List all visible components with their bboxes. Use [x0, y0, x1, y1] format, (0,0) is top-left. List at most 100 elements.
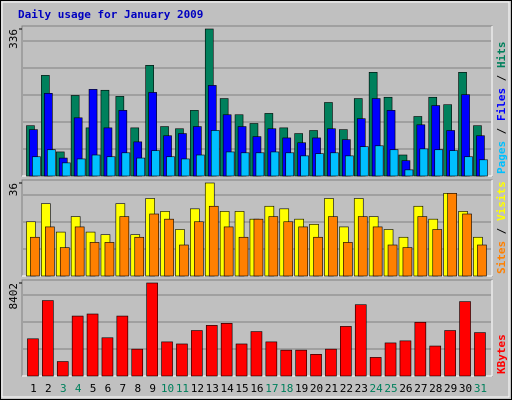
- bar: [86, 313, 99, 377]
- bar: [32, 156, 41, 177]
- bar: [404, 169, 414, 177]
- bar: [136, 157, 146, 177]
- bar: [354, 304, 367, 377]
- bar: [429, 345, 442, 377]
- legend-entry: Sites: [495, 241, 508, 274]
- bar: [389, 149, 399, 177]
- bar: [47, 149, 56, 177]
- bar: [176, 343, 188, 377]
- x-tick-label: 5: [90, 382, 97, 395]
- legend-entry: Visits: [495, 181, 508, 221]
- bar: [459, 301, 471, 377]
- bar: [250, 331, 263, 377]
- bar: [419, 148, 429, 177]
- bar: [315, 153, 324, 177]
- legend-separator: /: [495, 121, 508, 141]
- bar: [330, 152, 339, 177]
- legend-entry: Pages: [495, 141, 508, 174]
- x-tick-label: 24: [370, 382, 384, 395]
- x-tick-label: 15: [235, 382, 248, 395]
- x-tick-label: 21: [325, 382, 338, 395]
- x-tick-label: 12: [191, 382, 204, 395]
- bar: [434, 149, 444, 177]
- bar: [265, 341, 278, 377]
- bar: [464, 156, 473, 177]
- x-tick-label: 11: [176, 382, 189, 395]
- bar: [71, 315, 84, 377]
- bar: [166, 156, 175, 177]
- bar: [444, 330, 456, 377]
- bar: [447, 193, 457, 277]
- x-tick-label: 7: [120, 382, 127, 395]
- bar: [27, 338, 39, 377]
- bar: [369, 357, 382, 377]
- bar: [295, 349, 307, 377]
- bar: [479, 159, 488, 177]
- x-tick-label: 29: [444, 382, 457, 395]
- bar: [372, 226, 383, 277]
- bar: [179, 244, 189, 277]
- bar: [121, 152, 131, 177]
- bar: [119, 216, 130, 277]
- bar: [76, 158, 86, 177]
- bar: [61, 162, 71, 177]
- x-tick-label: 18: [280, 382, 293, 395]
- x-tick-label: 9: [149, 382, 156, 395]
- bar: [449, 150, 458, 177]
- x-tick-label: 2: [45, 382, 52, 395]
- bar: [310, 354, 322, 377]
- bar: [59, 247, 70, 277]
- bar: [399, 340, 412, 377]
- bar: [253, 218, 264, 277]
- bar: [45, 226, 55, 277]
- bar: [300, 155, 309, 177]
- bar: [384, 342, 397, 377]
- bar: [359, 146, 369, 177]
- bar: [328, 216, 338, 277]
- bar: [414, 321, 427, 377]
- x-tick-label: 25: [384, 382, 397, 395]
- x-tick-label: 4: [75, 382, 82, 395]
- bar: [474, 332, 486, 377]
- bar: [417, 216, 428, 277]
- bar: [116, 315, 129, 377]
- bar: [283, 221, 294, 277]
- x-tick-label: 30: [459, 382, 472, 395]
- bar: [240, 152, 250, 177]
- x-tick-label: 6: [105, 382, 112, 395]
- bar: [462, 213, 472, 277]
- bar: [325, 348, 337, 377]
- bar: [298, 226, 308, 277]
- bar: [270, 151, 280, 177]
- bar: [340, 326, 352, 377]
- bar: [101, 337, 114, 377]
- x-tick-label: 16: [250, 382, 263, 395]
- x-tick-label: 17: [265, 382, 278, 395]
- y-tick-label: 336: [7, 29, 20, 49]
- bar: [91, 154, 101, 177]
- bar: [164, 218, 174, 277]
- bar: [345, 155, 354, 177]
- legend: Pages / Files / Hits: [495, 42, 508, 175]
- bar: [432, 229, 443, 277]
- bar: [191, 330, 203, 377]
- bar: [205, 325, 218, 377]
- x-tick-label: 28: [429, 382, 442, 395]
- bar: [89, 242, 100, 277]
- bar: [220, 323, 233, 377]
- bar: [194, 221, 204, 277]
- bar: [74, 226, 85, 277]
- bar: [285, 152, 295, 177]
- x-tick-label: 22: [340, 382, 353, 395]
- bar: [208, 205, 219, 277]
- legend-entry: Hits: [495, 42, 508, 69]
- bar: [196, 154, 205, 177]
- x-tick-label: 26: [399, 382, 412, 395]
- x-tick-label: 14: [221, 382, 235, 395]
- bar: [255, 152, 265, 177]
- bar: [268, 216, 279, 277]
- bar: [151, 150, 160, 177]
- x-tick-label: 3: [60, 382, 67, 395]
